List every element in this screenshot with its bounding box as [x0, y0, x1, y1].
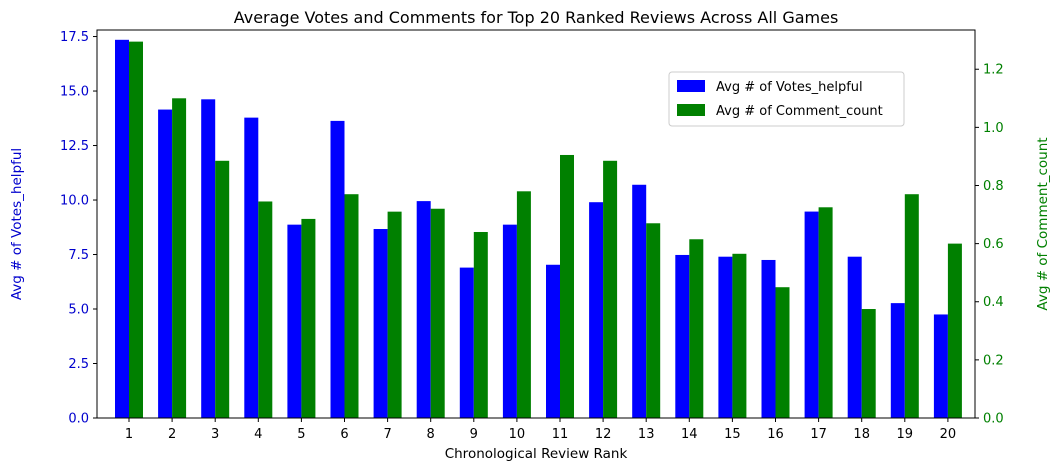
right-tick-label: 1.0 — [983, 121, 1004, 136]
plot-frame — [96, 29, 976, 419]
bar-comments-19 — [904, 194, 919, 418]
bar-comments-6 — [344, 194, 359, 418]
x-tick-label: 18 — [853, 427, 870, 442]
left-tick-label: 2.5 — [68, 357, 89, 372]
bar-comments-8 — [430, 208, 445, 418]
right-tick-label: 1.2 — [983, 63, 1004, 78]
bar-comments-12 — [603, 160, 618, 419]
bar-comments-5 — [301, 218, 316, 418]
x-axis-label: Chronological Review Rank — [445, 446, 628, 462]
bar-comments-13 — [646, 223, 661, 418]
x-tick-label: 16 — [767, 427, 784, 442]
bar-votes-18 — [847, 256, 862, 418]
left-tick-label: 12.5 — [60, 139, 89, 154]
bar-comments-4 — [258, 201, 273, 418]
right-axis-ticks: 0.0 0.2 0.4 0.6 0.8 1.0 1.2 — [975, 63, 1004, 427]
x-tick-label: 15 — [724, 427, 741, 442]
bar-comments-3 — [215, 160, 230, 419]
x-tick-label: 14 — [681, 427, 698, 442]
left-tick-label: 17.5 — [60, 30, 89, 45]
bar-votes-5 — [287, 224, 302, 418]
bar-comments-20 — [947, 243, 962, 418]
left-y-axis-label: Avg # of Votes_helpful — [9, 148, 25, 300]
bar-votes-6 — [330, 120, 345, 418]
x-tick-label: 17 — [810, 427, 827, 442]
right-tick-label: 0.6 — [983, 237, 1004, 252]
bar-comments-1 — [129, 41, 143, 419]
left-tick-label: 0.0 — [68, 412, 89, 427]
bar-votes-20 — [933, 314, 948, 418]
x-tick-label: 2 — [168, 427, 176, 442]
legend: Avg # of Votes_helpful Avg # of Comment_… — [668, 71, 905, 127]
bar-comments-2 — [172, 98, 187, 419]
bar-votes-7 — [373, 229, 388, 418]
bar-votes-17 — [804, 211, 819, 418]
x-tick-label: 7 — [383, 427, 391, 442]
bar-comments-17 — [818, 207, 833, 418]
x-axis-ticks: 1 2 3 4 5 6 7 8 9 10 11 12 13 14 15 16 17 18 19 20 — [125, 418, 956, 442]
x-tick-label: 12 — [595, 427, 612, 442]
left-axis-ticks: 0.0 2.5 5.0 7.5 10.0 12.5 15.0 17.5 — [60, 30, 97, 427]
bars-group — [115, 39, 962, 419]
x-tick-label: 8 — [427, 427, 435, 442]
right-tick-label: 0.8 — [983, 179, 1004, 194]
x-tick-label: 19 — [897, 427, 914, 442]
bar-votes-12 — [589, 202, 604, 418]
bar-votes-14 — [675, 254, 690, 418]
left-tick-label: 15.0 — [60, 85, 89, 100]
legend-label-comments: Avg # of Comment_count — [716, 104, 883, 119]
x-tick-label: 1 — [125, 427, 133, 442]
bar-votes-3 — [201, 99, 216, 418]
chart-title: Average Votes and Comments for Top 20 Ra… — [234, 8, 839, 27]
right-tick-label: 0.4 — [983, 295, 1004, 310]
legend-swatch-votes — [677, 80, 705, 92]
left-tick-label: 10.0 — [60, 194, 89, 209]
bar-comments-9 — [473, 231, 488, 418]
bar-comments-16 — [775, 287, 790, 418]
right-y-axis-label: Avg # of Comment_count — [1035, 137, 1051, 310]
x-tick-label: 10 — [509, 427, 526, 442]
left-tick-label: 5.0 — [68, 303, 89, 318]
bar-votes-13 — [632, 184, 647, 418]
x-tick-label: 4 — [254, 427, 262, 442]
bar-votes-4 — [244, 117, 259, 419]
bar-votes-19 — [890, 303, 905, 418]
x-tick-label: 13 — [638, 427, 655, 442]
legend-swatch-comments — [677, 104, 705, 116]
bar-comments-10 — [516, 191, 531, 418]
bar-comments-7 — [387, 211, 402, 418]
bar-comments-18 — [861, 309, 876, 418]
bar-votes-15 — [718, 256, 733, 418]
bar-votes-9 — [459, 267, 474, 418]
bar-votes-11 — [546, 264, 560, 418]
x-tick-label: 5 — [297, 427, 305, 442]
legend-label-votes: Avg # of Votes_helpful — [716, 80, 863, 95]
bar-votes-16 — [761, 259, 776, 418]
bar-votes-10 — [502, 224, 517, 418]
bar-comments-15 — [732, 253, 747, 418]
legend-frame — [668, 71, 905, 127]
bar-comments-14 — [689, 239, 704, 418]
x-tick-label: 20 — [940, 427, 957, 442]
bar-votes-2 — [158, 109, 173, 418]
left-tick-label: 7.5 — [68, 248, 89, 263]
x-tick-label: 9 — [470, 427, 478, 442]
bar-votes-1 — [115, 39, 129, 418]
x-tick-label: 6 — [340, 427, 348, 442]
bar-votes-8 — [416, 201, 431, 418]
bar-comments-11 — [560, 154, 574, 418]
x-tick-label: 3 — [211, 427, 219, 442]
right-tick-label: 0.0 — [983, 412, 1004, 427]
right-tick-label: 0.2 — [983, 353, 1004, 368]
x-tick-label: 11 — [552, 427, 569, 442]
